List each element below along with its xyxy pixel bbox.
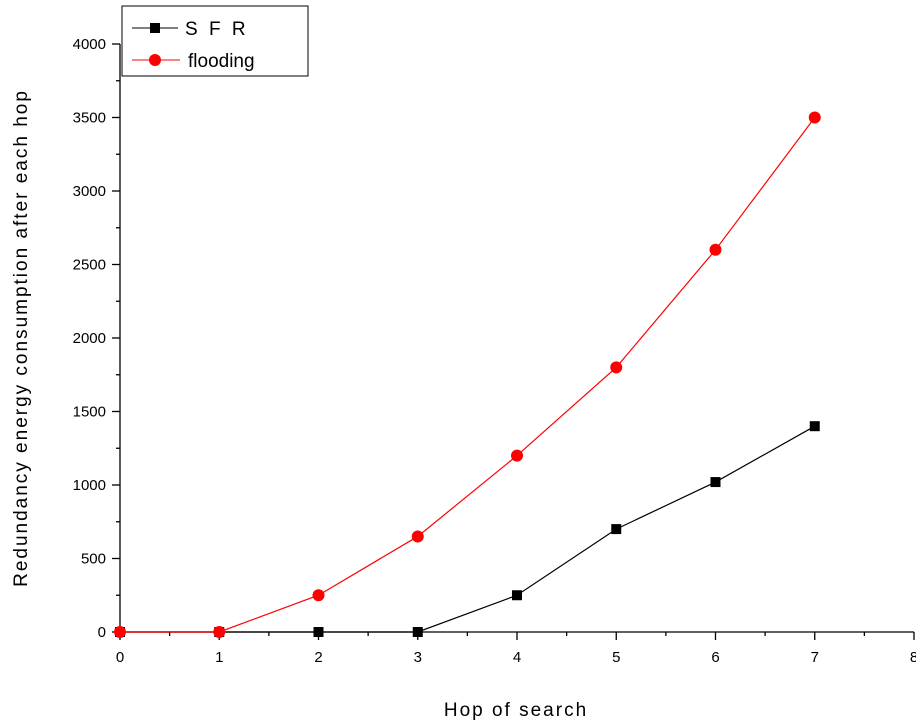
y-tick-label: 2000 (73, 330, 106, 347)
y-tick-label: 3000 (73, 183, 106, 200)
legend-marker-sfr (150, 23, 160, 33)
data-point-flooding (312, 589, 325, 602)
series-layer (114, 111, 821, 638)
x-tick-label: 3 (414, 649, 422, 666)
y-ticks: 0 500 1000 1500 2000 2500 3000 3500 4000 (73, 36, 120, 641)
series-sfr (115, 421, 820, 637)
x-ticks: 0 1 2 3 4 5 6 7 8 (116, 632, 916, 666)
x-tick-label: 5 (612, 649, 620, 666)
y-axis-title: Redundancy energy consumption after each… (11, 89, 32, 587)
data-point-sfr (313, 627, 324, 637)
data-point-sfr (611, 524, 622, 535)
x-tick-label: 4 (513, 649, 521, 666)
data-point-flooding (213, 626, 226, 638)
series-line-sfr (120, 425, 816, 633)
data-point-flooding (808, 111, 821, 124)
x-tick-label: 8 (910, 649, 916, 666)
data-point-sfr (809, 421, 820, 432)
data-point-flooding (709, 243, 722, 256)
legend: S F R flooding (121, 5, 309, 77)
x-axis-title: Hop of search (444, 700, 588, 721)
x-tick-label: 2 (314, 649, 322, 666)
data-point-flooding (114, 626, 126, 638)
data-point-sfr (412, 627, 423, 637)
legend-label-flooding: flooding (188, 51, 255, 72)
x-tick-label: 6 (711, 649, 719, 666)
data-point-sfr (710, 477, 721, 488)
data-point-flooding (610, 361, 623, 374)
legend-label-sfr: S F R (185, 19, 249, 40)
x-tick-label: 1 (215, 649, 223, 666)
y-tick-label: 500 (81, 551, 106, 568)
y-tick-label: 0 (98, 624, 106, 641)
axes (119, 44, 914, 633)
x-tick-label: 0 (116, 649, 124, 666)
y-tick-label: 1000 (73, 477, 106, 494)
data-point-flooding (411, 530, 424, 543)
y-tick-label: 2500 (73, 257, 106, 274)
series-line-flooding (120, 117, 816, 633)
y-tick-label: 3500 (73, 110, 106, 127)
y-tick-label: 1500 (73, 404, 106, 421)
series-flooding (114, 111, 821, 638)
y-tick-label: 4000 (73, 36, 106, 53)
data-point-flooding (511, 449, 523, 462)
legend-marker-flooding (149, 54, 161, 66)
data-point-sfr (512, 590, 522, 601)
x-tick-label: 7 (811, 649, 819, 666)
